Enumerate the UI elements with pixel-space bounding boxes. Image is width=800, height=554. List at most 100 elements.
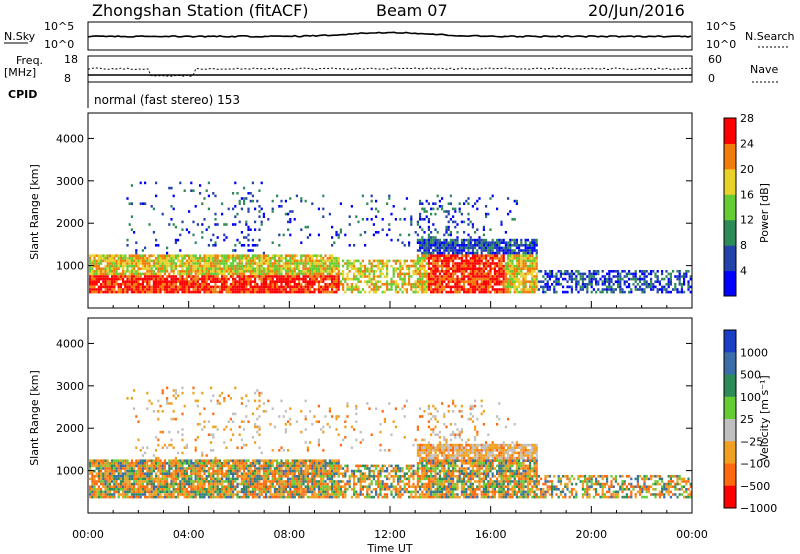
heatmap-cell — [386, 280, 389, 283]
heatmap-cell — [161, 264, 164, 268]
heatmap-cell — [465, 244, 468, 247]
heatmap-cell — [91, 272, 94, 276]
heatmap-cell — [474, 251, 477, 255]
colorbar-tick-label: 8 — [740, 239, 747, 252]
heatmap-cell — [370, 199, 373, 203]
heatmap-cell — [216, 399, 219, 403]
heatmap-cell — [155, 459, 158, 462]
heatmap-cell — [225, 290, 228, 294]
heatmap-cell — [621, 277, 624, 281]
heatmap-cell — [328, 290, 331, 294]
heatmap-cell — [458, 270, 461, 273]
heatmap-cell — [271, 280, 274, 283]
heatmap-cell — [130, 290, 133, 294]
heatmap-cell — [192, 262, 195, 265]
heatmap-cell — [584, 283, 587, 286]
heatmap-cell — [518, 267, 521, 270]
heatmap-cell — [97, 259, 100, 263]
heatmap-cell — [177, 485, 180, 488]
heatmap-cell — [452, 241, 455, 244]
heatmap-cell — [157, 469, 160, 473]
heatmap-cell — [306, 283, 309, 286]
heatmap-cell — [511, 257, 514, 260]
heatmap-cell — [144, 462, 147, 465]
heatmap-cell — [148, 490, 151, 494]
heatmap-cell — [185, 482, 188, 486]
heatmap-cell — [531, 238, 534, 242]
heatmap-cell — [100, 290, 103, 294]
heatmap-cell — [122, 467, 125, 470]
colorbar-frame — [723, 117, 737, 297]
heatmap-cell — [280, 264, 283, 268]
heatmap-cell — [139, 472, 142, 475]
heatmap-cell — [287, 254, 290, 257]
heatmap-cell — [258, 290, 261, 294]
heatmap-cell — [350, 205, 353, 208]
heatmap-cell — [487, 272, 490, 276]
heatmap-cell — [456, 241, 459, 244]
heatmap-cell — [520, 241, 523, 244]
heatmap-cell — [339, 228, 342, 231]
heatmap-cell — [221, 280, 224, 283]
heatmap-cell — [278, 467, 281, 470]
heatmap-cell — [375, 270, 378, 273]
heatmap-cell — [276, 464, 279, 468]
heatmap-cell — [471, 270, 474, 273]
heatmap-cell — [207, 194, 210, 198]
heatmap-cell — [205, 257, 208, 260]
heatmap-cell — [128, 464, 131, 468]
heatmap-cell — [113, 485, 116, 488]
heatmap-cell — [174, 238, 177, 242]
heatmap-cell — [104, 488, 107, 491]
heatmap-cell — [293, 275, 296, 278]
heatmap-cell — [251, 264, 254, 268]
colorbar-swatch — [724, 118, 736, 144]
heatmap-cell — [482, 244, 485, 247]
heatmap-cell — [249, 192, 252, 195]
heatmap-cell — [643, 272, 646, 276]
heatmap-cell — [243, 202, 246, 205]
heatmap-cell — [137, 485, 140, 488]
heatmap-cell — [335, 233, 338, 237]
heatmap-cell — [144, 280, 147, 283]
heatmap-cell — [265, 254, 268, 257]
heatmap-cell — [278, 257, 281, 260]
heatmap-cell — [445, 264, 448, 268]
heatmap-cell — [97, 270, 100, 273]
heatmap-cell — [311, 275, 314, 278]
heatmap-cell — [190, 254, 193, 257]
heatmap-cell — [399, 275, 402, 278]
heatmap-cell — [130, 272, 133, 276]
heatmap-cell — [172, 482, 175, 486]
heatmap-cell — [232, 495, 235, 499]
heatmap-cell — [278, 267, 281, 270]
heatmap-cell — [190, 264, 193, 268]
heatmap-cell — [432, 241, 435, 244]
heatmap-cell — [623, 283, 626, 286]
heatmap-cell — [137, 480, 140, 483]
heatmap-cell — [421, 283, 424, 286]
heatmap-cell — [502, 246, 505, 250]
heatmap-cell — [348, 277, 351, 281]
heatmap-cell — [113, 493, 116, 496]
heatmap-cell — [535, 275, 538, 278]
heatmap-cell — [496, 207, 499, 211]
heatmap-cell — [238, 259, 241, 263]
heatmap-cell — [201, 236, 204, 239]
heatmap-cell — [124, 285, 127, 289]
heatmap-cell — [478, 264, 481, 268]
heatmap-cell — [370, 288, 373, 291]
heatmap-cell — [416, 290, 419, 294]
heatmap-cell — [548, 288, 551, 291]
heatmap-cell — [234, 277, 237, 281]
heatmap-cell — [128, 264, 131, 268]
heatmap-cell — [152, 270, 155, 273]
heatmap-cell — [163, 272, 166, 276]
heatmap-cell — [348, 270, 351, 273]
heatmap-cell — [416, 257, 419, 260]
heatmap-cell — [278, 480, 281, 483]
heatmap-cell — [524, 275, 527, 278]
heatmap-cell — [348, 285, 351, 289]
heatmap-cell — [309, 272, 312, 276]
heatmap-cell — [267, 467, 270, 470]
